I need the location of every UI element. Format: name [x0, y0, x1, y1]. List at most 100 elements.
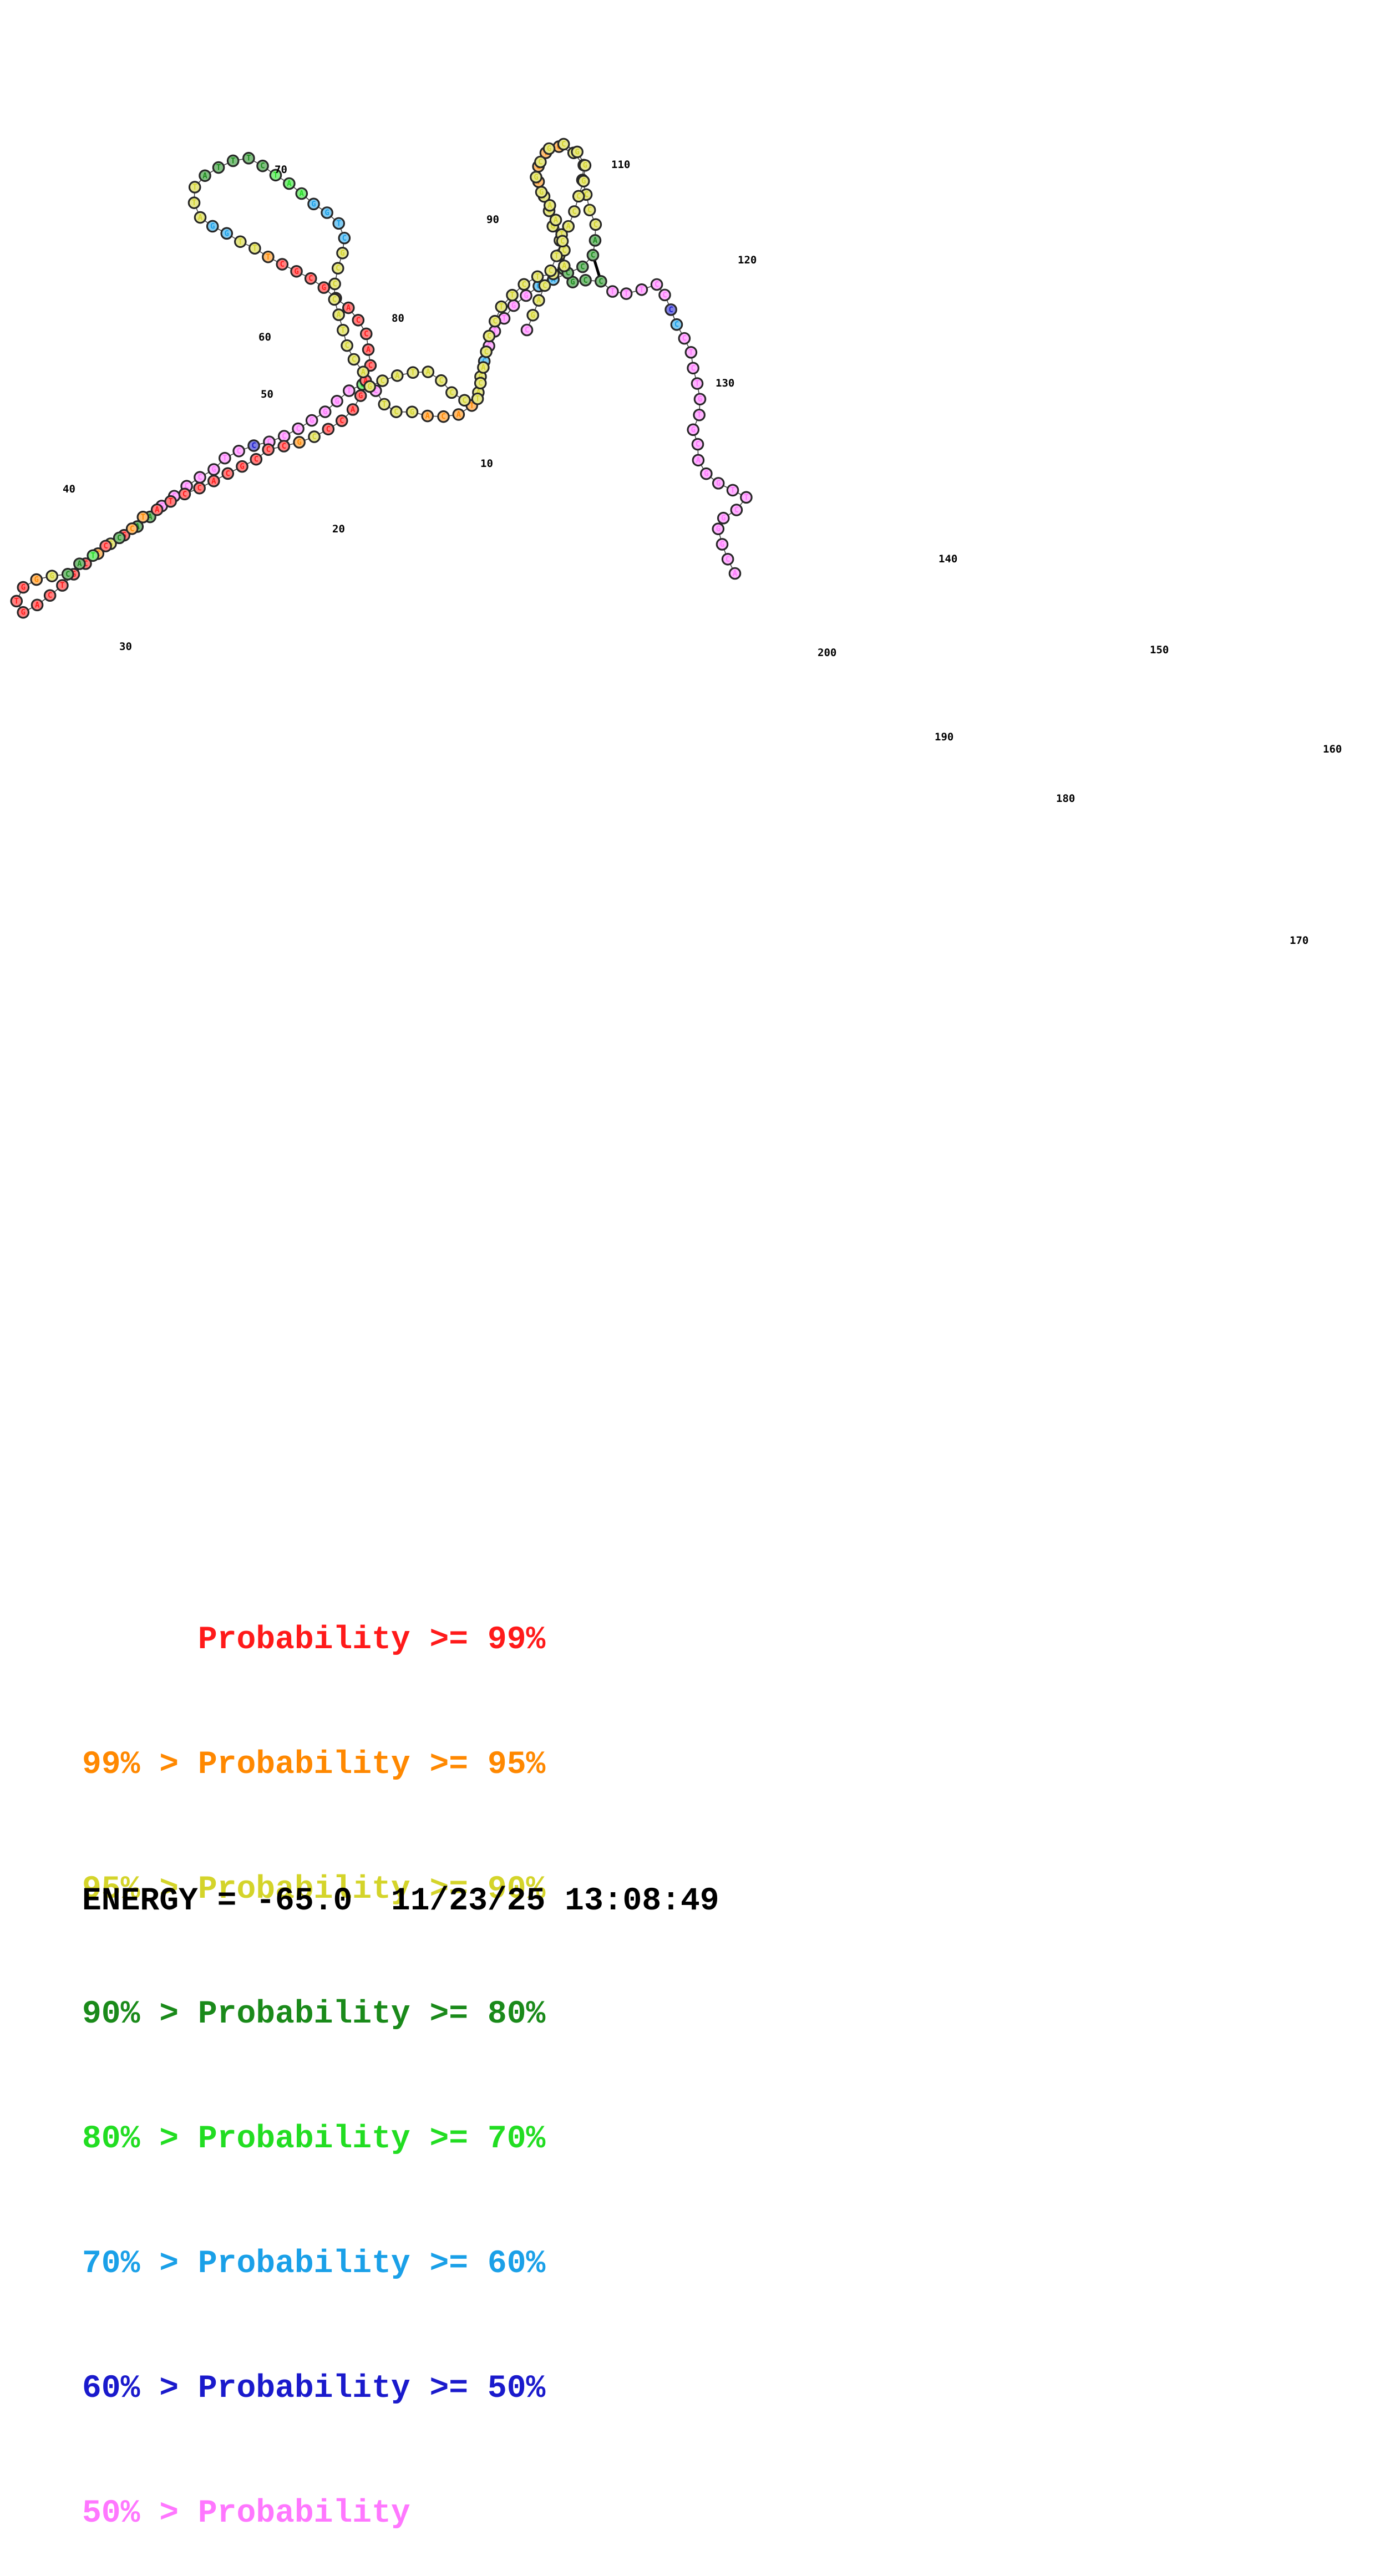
svg-text:A: A: [547, 201, 552, 210]
svg-text:G: G: [534, 173, 538, 182]
nucleotide-154: C: [331, 262, 344, 275]
nucleotide-143: T: [226, 154, 240, 167]
svg-text:A: A: [351, 405, 356, 414]
svg-text:G: G: [311, 200, 316, 209]
nucleotide-71: G: [318, 405, 332, 418]
svg-text:T: T: [475, 395, 480, 404]
svg-text:A: A: [287, 180, 292, 189]
position-label-140: 140: [938, 553, 957, 565]
nucleotide-192: G: [579, 159, 592, 172]
nucleotide-164: A: [390, 369, 404, 382]
position-label-150: 150: [1150, 644, 1169, 656]
nucleotide-167: C: [435, 374, 448, 387]
nucleotide-163: C: [376, 374, 389, 387]
svg-text:C: C: [548, 267, 552, 276]
nucleotide-115: C: [277, 440, 291, 453]
position-label-50: 50: [261, 388, 273, 400]
svg-text:C: C: [572, 207, 576, 216]
nucleotide-53: G: [507, 299, 520, 312]
svg-text:T: T: [499, 303, 504, 312]
svg-text:C: C: [674, 321, 679, 329]
nucleotide-150: G: [321, 206, 333, 219]
nucleotide-101: T: [87, 549, 100, 562]
position-label-160: 160: [1323, 743, 1342, 755]
nucleotide-20: C: [670, 318, 683, 331]
svg-text:T: T: [192, 183, 197, 192]
svg-text:C: C: [394, 408, 398, 416]
nucleotide-185: A: [544, 199, 556, 212]
svg-text:C: C: [197, 484, 201, 493]
svg-text:G: G: [410, 408, 414, 416]
nucleotide-201: A: [532, 294, 545, 307]
svg-text:C: C: [538, 158, 542, 167]
nucleotide-119: C: [335, 414, 348, 428]
svg-text:T: T: [624, 289, 628, 298]
svg-text:T: T: [744, 493, 748, 502]
nucleotide-158: T: [337, 323, 349, 337]
nucleotide-139: T: [187, 196, 201, 209]
nucleotide-95: T: [10, 595, 23, 608]
svg-text:T: T: [410, 368, 415, 377]
nucleotide-114: C: [262, 443, 275, 456]
nucleotide-106: A: [150, 503, 164, 516]
svg-text:T: T: [382, 400, 387, 409]
nucleotide-26: T: [606, 285, 619, 298]
nucleotide-46: A: [588, 234, 602, 247]
svg-text:C: C: [344, 342, 349, 350]
svg-text:T: T: [640, 286, 644, 294]
position-label-130: 130: [716, 377, 734, 389]
svg-text:A: A: [77, 560, 82, 568]
nucleotide-28: C: [579, 273, 592, 287]
svg-text:G: G: [367, 382, 372, 391]
svg-text:C: C: [182, 490, 187, 499]
svg-text:T: T: [168, 497, 172, 506]
svg-text:G: G: [698, 395, 702, 404]
svg-text:T: T: [337, 219, 341, 228]
nucleotide-126: C: [352, 313, 365, 327]
svg-text:T: T: [192, 199, 196, 207]
nucleotide-160: C: [347, 353, 361, 366]
svg-text:G: G: [322, 283, 326, 292]
position-label-200: 200: [818, 647, 836, 659]
svg-text:A: A: [211, 477, 216, 486]
nucleotide-105: T: [136, 511, 150, 524]
svg-text:C: C: [356, 316, 361, 325]
nucleotide-186: G: [535, 186, 548, 199]
nucleotide-135: T: [234, 235, 247, 248]
svg-text:T: T: [730, 486, 735, 495]
nucleotide-196: A: [562, 220, 575, 233]
svg-text:C: C: [580, 263, 585, 272]
nucleotide-113: C: [250, 453, 263, 466]
svg-text:G: G: [511, 302, 516, 311]
nucleotide-8: T: [726, 484, 739, 497]
nucleotide-91: T: [56, 579, 69, 592]
position-label-40: 40: [63, 483, 75, 495]
svg-text:T: T: [695, 379, 699, 388]
svg-text:C: C: [449, 388, 454, 397]
nucleotide-63: A: [421, 409, 434, 423]
legend-row-99: Probability >= 99%: [82, 1622, 546, 1658]
svg-text:A: A: [536, 296, 541, 305]
svg-text:G: G: [524, 292, 528, 301]
nucleotide-1: A: [728, 567, 742, 580]
position-label-90: 90: [486, 214, 499, 226]
nucleotide-103: C: [113, 531, 126, 545]
nucleotide-161: A: [357, 365, 370, 379]
svg-text:C: C: [332, 280, 337, 288]
nucleotide-193: G: [577, 175, 590, 187]
nucleotide-73: C: [292, 422, 305, 435]
svg-text:T: T: [493, 327, 497, 336]
svg-text:C: C: [130, 525, 134, 534]
nucleotide-14: T: [693, 408, 706, 421]
svg-text:T: T: [246, 154, 251, 163]
nucleotide-171: C: [474, 377, 487, 390]
nucleotide-170: T: [471, 392, 484, 405]
svg-text:A: A: [300, 190, 305, 199]
legend-row-60: 70% > Probability >= 60%: [82, 2246, 546, 2282]
nucleotide-3: G: [716, 538, 729, 551]
svg-text:T: T: [347, 387, 351, 395]
svg-text:G: G: [49, 572, 54, 581]
svg-text:C: C: [236, 447, 241, 456]
svg-text:C: C: [696, 440, 700, 449]
position-label-110: 110: [611, 159, 630, 171]
